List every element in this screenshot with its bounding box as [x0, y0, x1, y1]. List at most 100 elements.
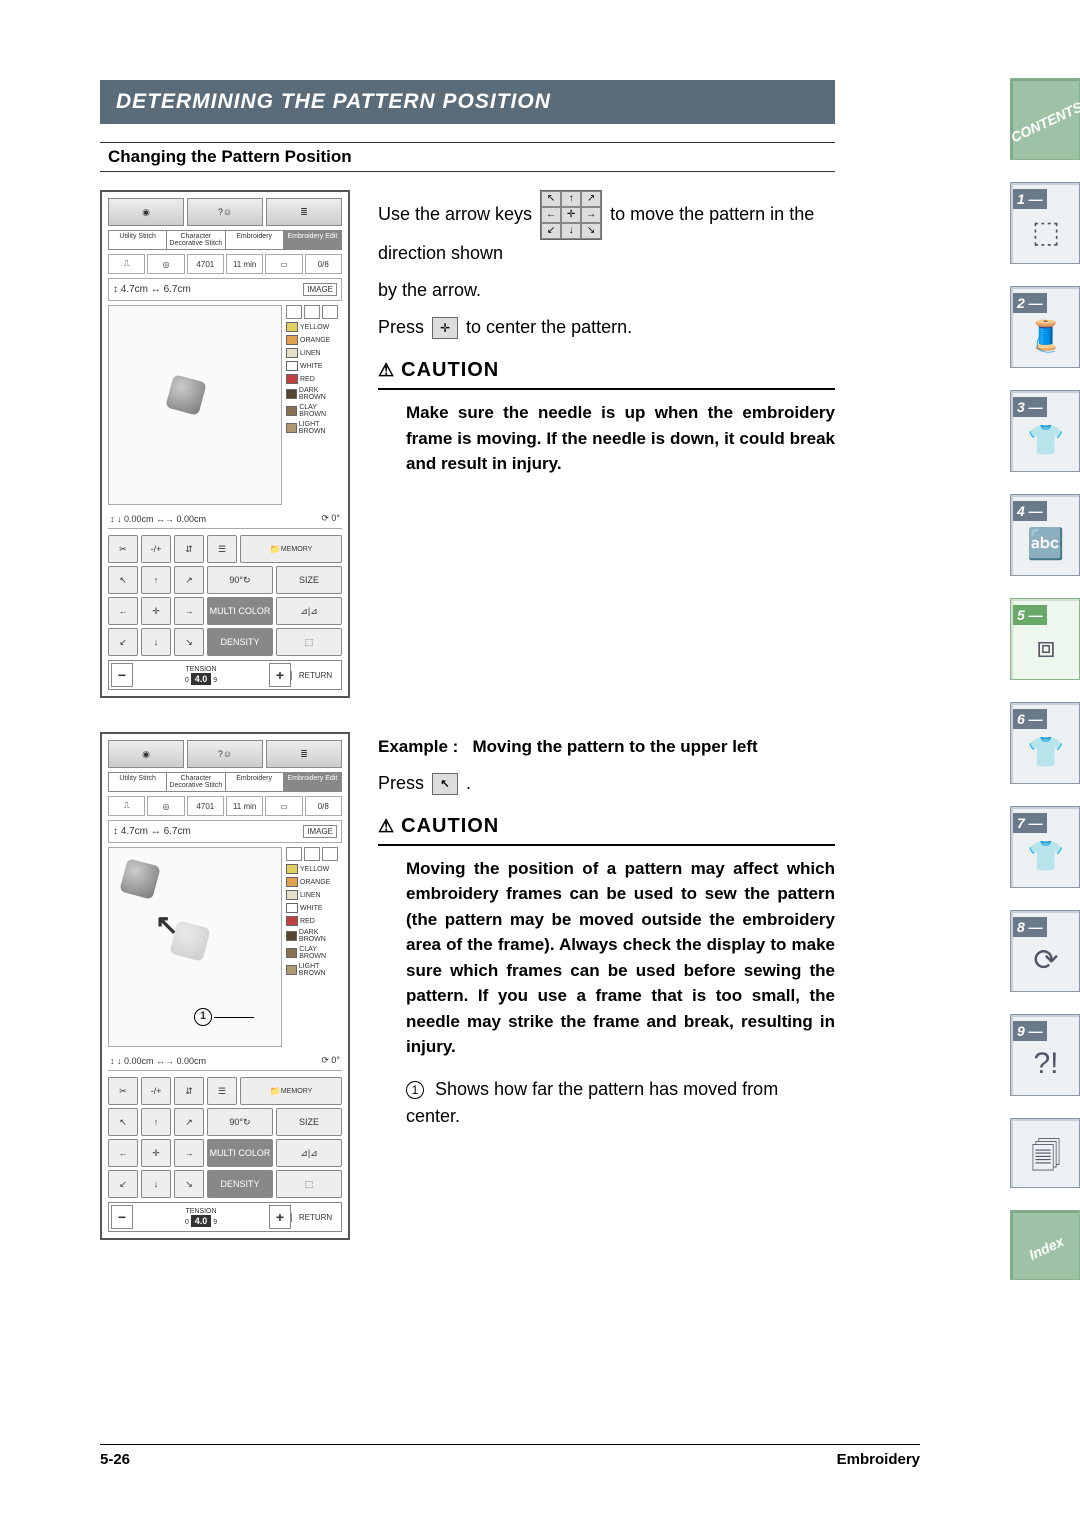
lcd-plusminus-btn: -/+ — [141, 1077, 171, 1105]
side-tab-2[interactable]: 2 —🧵 — [1010, 286, 1080, 368]
color-swatch — [286, 965, 297, 975]
lcd-tab-active: Embroidery Edit — [284, 773, 341, 791]
side-tab-9[interactable]: 9 —?! — [1010, 1014, 1080, 1096]
content-row-2: ◉ ?☺ ≣ Utility Stitch Character Decorati… — [100, 732, 835, 1240]
lcd-mirror-icon: ⇵ — [174, 1077, 204, 1105]
lcd-color-row: YELLOW — [286, 864, 342, 874]
lcd-tab: Utility Stitch — [109, 773, 167, 791]
lcd-thread-icon: ◎ — [147, 254, 184, 274]
color-swatch — [286, 903, 298, 913]
shirt-icon: 👕 — [1027, 423, 1064, 458]
tab-index[interactable]: Index — [1010, 1210, 1080, 1280]
lcd-multicolor-btn: MULTI COLOR — [207, 1139, 273, 1167]
callout-number-icon: 1 — [406, 1081, 424, 1099]
lcd-color-row: CLAY BROWN — [286, 946, 342, 960]
side-tab-3[interactable]: 3 —👕 — [1010, 390, 1080, 472]
lcd-frame-btn: ⬚ — [276, 1170, 342, 1198]
lcd-tension-plus: + — [269, 663, 291, 687]
lcd-arrow-e: → — [174, 597, 204, 625]
lcd-tab: Embroidery — [226, 231, 284, 249]
lcd-mirror2-btn: ⊿|⊿ — [276, 597, 342, 625]
lcd-stitch-count: 4701 — [187, 254, 224, 274]
side-tab-8[interactable]: 8 —⟳ — [1010, 910, 1080, 992]
lcd-color-row: LIGHT BROWN — [286, 421, 342, 435]
tab-contents[interactable]: CONTENTS — [1010, 78, 1080, 160]
lcd-sel — [322, 847, 338, 861]
lcd-topicon-1: ◉ — [108, 198, 184, 226]
lcd-arrow-sw: ↙ — [108, 628, 138, 656]
lcd-position-readout: ↕ ↓ 0.00cm ↔→ 0.00cm ⟳ 0° — [108, 1051, 342, 1071]
lcd-topicon-2: ?☺ — [187, 740, 263, 768]
cycle-icon: ⟳ — [1033, 943, 1058, 978]
lcd-multicolor-btn: MULTI COLOR — [207, 597, 273, 625]
lcd-tension: − TENSION 0 4.0 9 + RETURN — [108, 660, 342, 690]
lcd-plusminus-btn: -/+ — [141, 535, 171, 563]
lcd-arrow-e: → — [174, 1139, 204, 1167]
lcd-stats: ⎍ ◎ 4701 11 min ▭ 0/8 — [108, 796, 342, 816]
lcd-frame-btn: ⬚ — [276, 628, 342, 656]
docs-icon: 🗐 — [1031, 1134, 1061, 1185]
color-swatch — [286, 864, 298, 874]
lcd-color-count: 0/8 — [305, 796, 342, 816]
side-tab-5[interactable]: 5 —⧈ — [1010, 598, 1080, 680]
intro-line3-pre: Press — [378, 317, 424, 337]
side-tab-1[interactable]: 1 —⬚ — [1010, 182, 1080, 264]
lcd-return-btn: RETURN — [291, 1213, 339, 1222]
lcd-select-icon: ☰ — [207, 1077, 237, 1105]
lcd-color-row: LINEN — [286, 890, 342, 900]
lcd-stitch-count: 4701 — [187, 796, 224, 816]
pattern-shape — [165, 374, 207, 416]
caution-body-2: Moving the position of a pattern may aff… — [378, 856, 835, 1060]
side-tabs: CONTENTS 1 —⬚ 2 —🧵 3 —👕 4 —🔤 5 —⧈ 6 —👕 7… — [1010, 78, 1080, 1302]
lcd-size-btn: SIZE — [276, 566, 342, 594]
lcd-color-list: YELLOW ORANGE LINEN WHITE RED DARK BROWN… — [286, 847, 342, 1047]
lcd-tab: Embroidery — [226, 773, 284, 791]
example-text: Example : Moving the pattern to the uppe… — [378, 732, 835, 1140]
lcd-tab: Character Decorative Stitch — [167, 773, 225, 791]
lcd-color-row: LIGHT BROWN — [286, 963, 342, 977]
lcd-color-row: DARK BROWN — [286, 929, 342, 943]
lcd-canvas: ↖ 1 YELLOW ORANGE LINEN WHITE RED DARK B… — [108, 847, 342, 1047]
lcd-tab: Utility Stitch — [109, 231, 167, 249]
lcd-tabs: Utility Stitch Character Decorative Stit… — [108, 230, 342, 250]
side-tab-7[interactable]: 7 —👕 — [1010, 806, 1080, 888]
lcd-rotate-btn: 90° ↻ — [207, 566, 273, 594]
lcd-color-row: RED — [286, 374, 342, 384]
intro-line1-pre: Use the arrow keys — [378, 204, 532, 224]
pattern-shape-moved — [119, 858, 161, 900]
lcd-arrow-n: ↑ — [141, 566, 171, 594]
arrow-keys-icon: ↖↑↗ ←✛→ ↙↓↘ — [540, 190, 602, 240]
lcd-sel — [304, 847, 320, 861]
upper-left-key-icon: ↖ — [432, 773, 458, 795]
subsection-title: Changing the Pattern Position — [100, 142, 835, 172]
center-key-icon: ✛ — [432, 317, 458, 339]
callout-1: 1 — [194, 1008, 254, 1026]
lcd-stats: ⎍ ◎ 4701 11 min ▭ 0/8 — [108, 254, 342, 274]
color-swatch — [286, 361, 298, 371]
color-swatch — [286, 890, 298, 900]
side-tab-4[interactable]: 4 —🔤 — [1010, 494, 1080, 576]
lcd-color-row: WHITE — [286, 903, 342, 913]
lcd-arrow-nw: ↖ — [108, 566, 138, 594]
lcd-frame-icon: ▭ — [265, 254, 302, 274]
lcd-return-btn: RETURN — [291, 671, 339, 680]
lcd-dim-text: ↕ 4.7cm ↔ 6.7cm — [113, 284, 191, 295]
color-swatch — [286, 322, 298, 332]
color-swatch — [286, 374, 298, 384]
page-footer: 5-26 Embroidery — [100, 1444, 920, 1468]
side-tab-6[interactable]: 6 —👕 — [1010, 702, 1080, 784]
lcd-color-row: ORANGE — [286, 877, 342, 887]
color-swatch — [286, 877, 298, 887]
lcd-tension-minus: − — [111, 663, 133, 687]
section-banner: DETERMINING THE PATTERN POSITION — [100, 80, 835, 124]
footer-page: 5-26 — [100, 1451, 130, 1468]
lcd-mirror-icon: ⇵ — [174, 535, 204, 563]
lcd-preview: ↖ 1 — [108, 847, 282, 1047]
lcd-time: 11 min — [226, 254, 263, 274]
lcd-dims: ↕ 4.7cm ↔ 6.7cm IMAGE — [108, 278, 342, 301]
lcd-foot-icon: ⎍ — [108, 796, 145, 816]
lcd-time: 11 min — [226, 796, 263, 816]
pattern-shirt-icon: 👕 — [1027, 839, 1064, 874]
side-tab-docs[interactable]: 🗐 — [1010, 1118, 1080, 1188]
lcd-arrow-s: ↓ — [141, 628, 171, 656]
